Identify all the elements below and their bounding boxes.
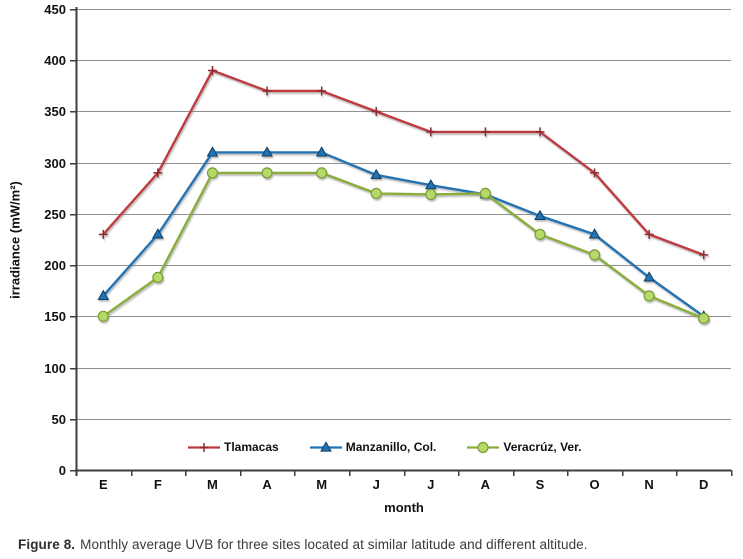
y-tick-label-300: 300 [44,156,66,171]
circle-marker-icon [479,187,491,199]
legend-item-veracruz: Veracrúz, Ver. [466,440,581,454]
x-axis-title: month [384,500,424,515]
legend-marker-manzanillo [309,440,343,454]
legend-marker-veracruz [466,441,500,454]
triangle-marker-icon [315,146,328,157]
plus-marker-icon [480,127,490,137]
series-line-tlamacas [102,69,705,256]
circle-marker-icon [425,188,437,201]
y-tick-label-450: 450 [44,2,66,17]
triangle-marker-icon [261,146,273,157]
uvb-line-chart: 0 50 100 150 200 250 300 350 400 450 E F M A M J J A S O N D [44,2,733,492]
triangle-marker-icon [643,271,655,282]
triangle-marker-icon [152,228,164,239]
circle-marker-icon [206,167,219,179]
plus-marker-icon [98,229,108,239]
y-tick-label-150: 150 [44,309,66,324]
chart-legend: Tlamacas Manzanillo, Col. Veracrúz, Ver. [187,440,581,454]
y-axis-title: irradiance (mW/m²) [7,181,23,299]
x-tick-label-10: N [644,477,653,492]
caption-text: Monthly average UVB for three sites loca… [80,537,588,552]
circle-marker-icon [152,271,164,284]
plus-marker-icon [590,168,600,178]
y-tick-label-350: 350 [44,104,66,119]
chart-area: 0 50 100 150 200 250 300 350 400 450 E F M A M J J A S O N D … [7,2,733,515]
legend-label-tlamacas: Tlamacas [224,440,279,454]
x-tick-label-0: E [99,477,108,492]
circle-marker-icon [370,187,382,199]
plus-marker-icon [426,127,436,137]
legend-marker-tlamacas [187,441,221,454]
y-tick-label-0: 0 [59,463,66,478]
plus-marker-icon [699,250,709,260]
triangle-marker-icon [97,289,110,300]
series-manzanillo-col [97,146,710,321]
plus-marker-icon [262,86,272,96]
triangle-marker-icon [424,178,437,190]
x-tick-label-5: J [373,477,380,492]
circle-marker-icon [477,441,489,453]
triangle-marker-icon [206,146,219,157]
circle-marker-icon [97,310,109,322]
plus-marker-icon [207,65,217,75]
y-tick-label-400: 400 [44,53,66,68]
series-tlamacas [98,65,709,260]
y-tick-label-200: 200 [44,258,66,273]
figure-caption: Figure 8. Monthly average UVB for three s… [18,537,737,552]
legend-label-manzanillo: Manzanillo, Col. [345,440,437,454]
triangle-marker-icon [588,228,601,239]
series-line-manzanillo-col [102,151,705,318]
legend-item-tlamacas: Tlamacas [187,440,279,454]
circle-marker-icon [698,312,710,324]
x-tick-label-11: D [699,477,708,492]
x-tick-label-9: O [589,477,599,492]
x-tick-label-7: A [481,477,491,492]
circle-marker-icon [261,167,273,179]
x-tick-label-3: A [262,477,272,492]
legend-sample-manzanillo-col [309,440,342,452]
y-tick-label-100: 100 [44,361,66,376]
plus-marker-icon [371,106,381,116]
x-tick-label-4: M [316,477,327,492]
plus-marker-icon [535,127,545,137]
plus-marker-icon [317,86,327,96]
series-veracr-z-ver [97,167,710,324]
plus-marker-icon [644,229,654,239]
legend-item-manzanillo: Manzanillo, Col. [309,440,437,454]
series-line-veracr-z-ver [102,171,705,320]
y-tick-label-250: 250 [44,207,66,222]
plus-marker-icon [153,168,163,178]
y-tick-label-50: 50 [52,412,66,427]
legend-sample-veracr-z-ver [467,441,500,453]
x-tick-label-2: M [207,477,218,492]
x-tick-label-1: F [154,477,162,492]
x-tick-label-8: S [536,477,545,492]
circle-marker-icon [534,228,546,240]
legend-sample-tlamacas [188,442,220,452]
triangle-marker-icon [319,440,332,452]
circle-marker-icon [588,249,601,261]
circle-marker-icon [643,290,655,302]
circle-marker-icon [316,167,328,179]
legend-label-veracruz: Veracrúz, Ver. [503,440,582,454]
triangle-marker-icon [534,209,546,221]
plus-marker-icon [199,442,209,452]
triangle-marker-icon [370,168,383,180]
x-tick-label-6: J [427,477,434,492]
caption-prefix: Figure 8. [18,537,76,552]
